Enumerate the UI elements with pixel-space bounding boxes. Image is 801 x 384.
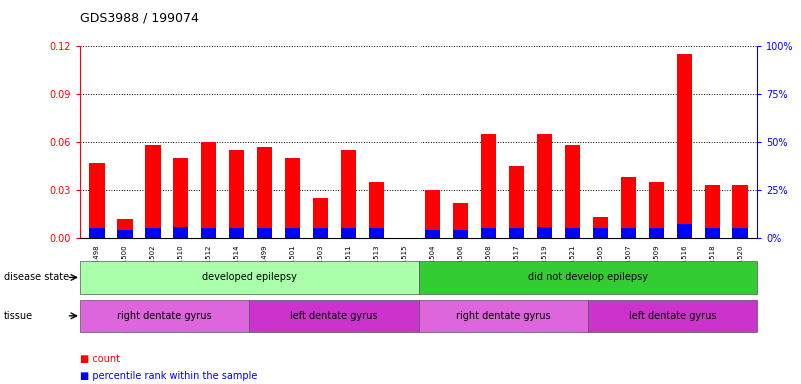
Bar [117,219,132,238]
Bar [341,228,356,238]
Bar [481,228,496,238]
Bar [621,177,636,238]
Text: GDS3988 / 199074: GDS3988 / 199074 [80,12,199,25]
Bar [732,228,748,238]
Bar [89,228,105,238]
Text: ■ count: ■ count [80,354,120,364]
Bar [425,230,441,238]
Bar [145,228,160,238]
Bar [285,158,300,238]
Bar [732,185,748,238]
Bar [369,228,384,238]
Bar [257,228,272,238]
Bar [117,230,132,238]
Bar [229,228,244,238]
Bar [453,203,468,238]
Bar [705,228,720,238]
Bar [285,228,300,238]
Bar [369,182,384,238]
Bar [481,134,496,238]
Text: did not develop epilepsy: did not develop epilepsy [528,272,648,283]
Bar [537,134,552,238]
Bar [145,145,160,238]
Bar [201,228,216,238]
Bar [341,150,356,238]
Text: right dentate gyrus: right dentate gyrus [118,311,212,321]
Bar [621,228,636,238]
Bar [705,185,720,238]
Bar [677,223,692,238]
Text: tissue: tissue [4,311,33,321]
Bar [509,228,524,238]
Bar [425,190,441,238]
Text: left dentate gyrus: left dentate gyrus [629,311,716,321]
Text: left dentate gyrus: left dentate gyrus [290,311,377,321]
Text: right dentate gyrus: right dentate gyrus [456,311,550,321]
Bar [257,147,272,238]
Bar [201,142,216,238]
Bar [313,228,328,238]
Bar [677,54,692,238]
Text: developed epilepsy: developed epilepsy [202,272,296,283]
Bar [313,198,328,238]
Bar [649,182,664,238]
Bar [509,166,524,238]
Bar [537,227,552,238]
Bar [453,230,468,238]
Bar [173,158,188,238]
Bar [229,150,244,238]
Bar [89,163,105,238]
Bar [593,228,608,238]
Bar [649,228,664,238]
Bar [565,145,580,238]
Bar [173,227,188,238]
Text: disease state: disease state [4,272,69,283]
Bar [565,228,580,238]
Text: ■ percentile rank within the sample: ■ percentile rank within the sample [80,371,257,381]
Bar [593,217,608,238]
